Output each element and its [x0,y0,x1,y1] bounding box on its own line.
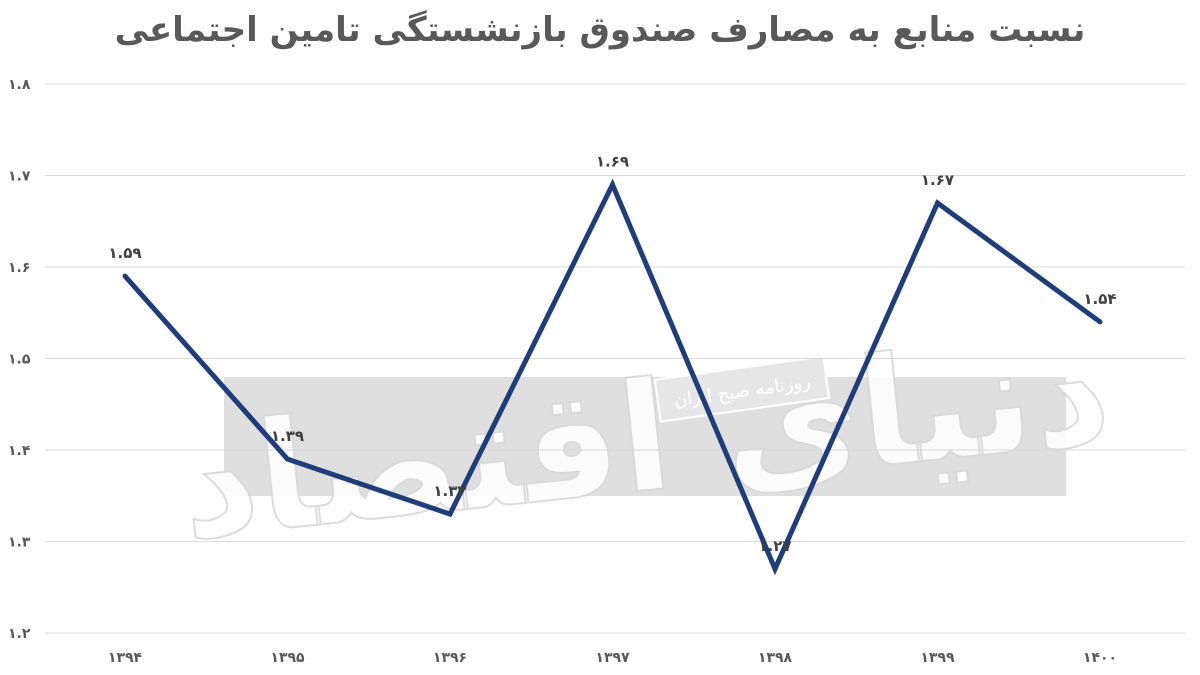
x-tick-label: ۱۳۹۷ [595,650,630,666]
data-label: ۱.۵۴ [1083,290,1116,308]
data-point [772,566,778,572]
data-point [610,182,615,188]
y-tick-label: ۱.۴ [8,443,31,459]
watermark-band [224,377,1066,496]
data-label: ۱.۶۷ [921,171,954,189]
x-tick-label: ۱۳۹۸ [758,650,793,666]
y-tick-label: ۱.۲ [8,626,31,642]
y-tick-label: ۱.۳ [8,535,31,551]
x-tick-label: ۱۳۹۶ [433,650,467,666]
data-point [122,273,128,279]
x-tick-label: ۱۳۹۹ [920,650,955,666]
data-label: ۱.۲۷ [758,537,791,555]
data-point [935,200,940,206]
data-label: ۱.۵۹ [108,244,141,262]
axes: ۱.۲ ۱.۳ ۱.۴ ۱.۵ ۱.۶ ۱.۷ ۱.۸ ۱۳۹۴ ۱۳۹۵ ۱۳۹۶ ۱۳۹۷ ۱۳۹… [8,77,1117,666]
data-point [1097,319,1103,325]
data-label: ۱.۶۹ [596,153,629,171]
watermark: روزنامه صبح ایران دنیای اقتصاد [171,303,1119,576]
y-tick-label: ۱.۵ [8,352,31,368]
data-point [285,456,290,462]
data-point [447,511,453,517]
x-tick-label: ۱۳۹۵ [270,650,305,666]
x-tick-label: ۱۳۹۴ [108,650,143,666]
series [122,178,1103,576]
chart-title: نسبت منابع به مصارف صندوق بازنشستگی تامی… [114,10,1086,50]
y-tick-label: ۱.۸ [8,77,31,93]
y-tick-label: ۱.۶ [8,260,30,276]
y-tick-label: ۱.۷ [8,169,31,185]
x-tick-label: ۱۴۰۰ [1083,650,1117,666]
watermark-subtitle-box [653,355,831,423]
data-labels: ۱.۵۹ ۱.۳۹ ۱.۳۳ ۱.۶۹ ۱.۲۷ ۱.۶۷ ۱.۵۴ [108,153,1116,555]
data-label: ۱.۳۹ [271,427,304,445]
watermark-brand: دنیای اقتصاد [172,304,1118,575]
data-label: ۱.۳۳ [433,482,466,500]
gridlines [45,83,1185,634]
